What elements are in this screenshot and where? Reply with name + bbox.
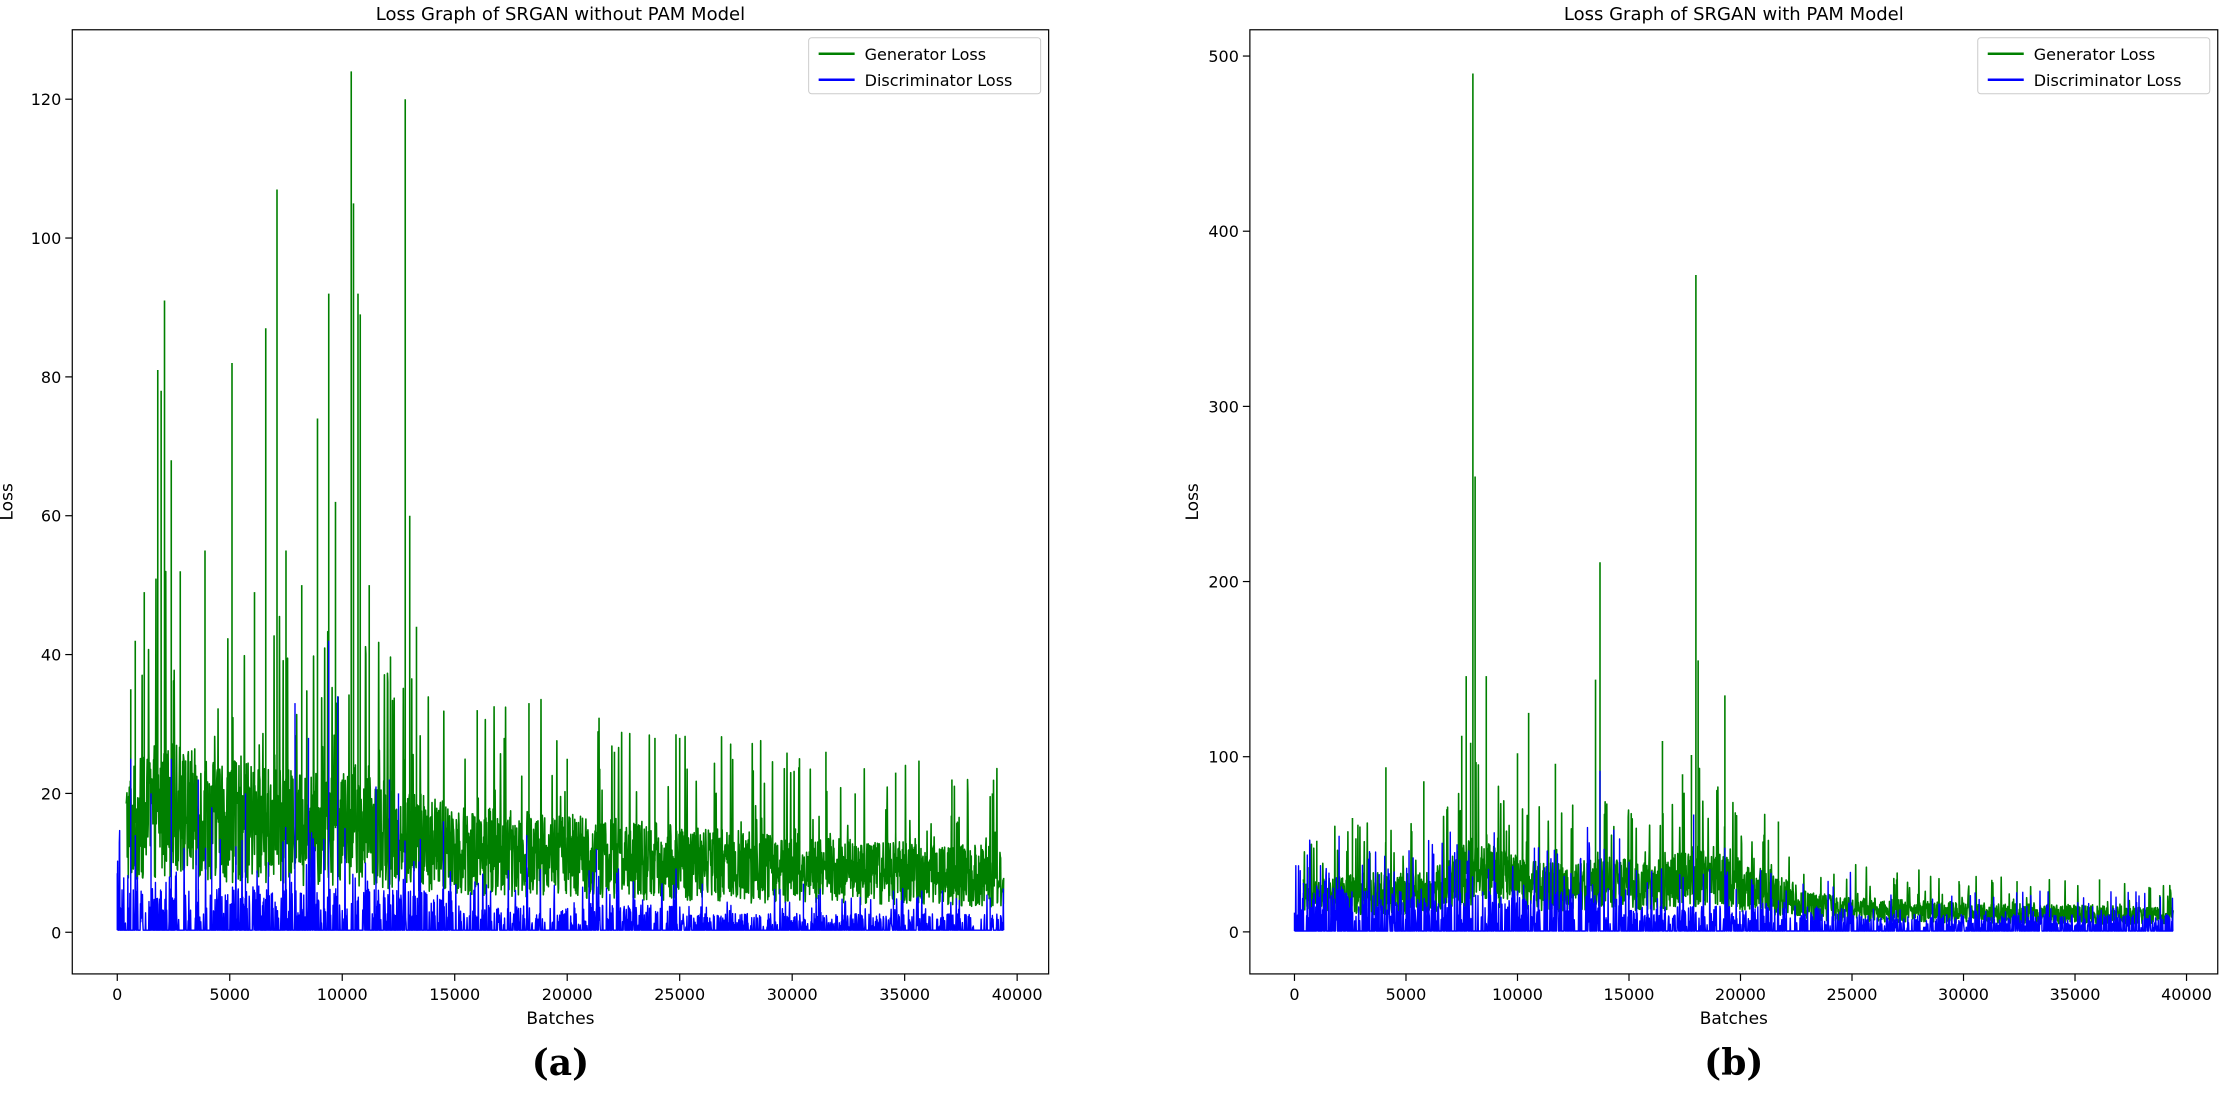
y-tick-label: 200: [1208, 573, 1239, 592]
y-axis-label-a: Loss: [0, 483, 17, 520]
y-tick-label: 100: [1208, 748, 1239, 767]
x-tick-label: 40000: [992, 985, 1043, 1004]
discriminator-loss-line: [116, 640, 1005, 931]
y-axis-label-b: Loss: [1183, 483, 1203, 520]
x-tick-label: 35000: [879, 985, 930, 1004]
panel-label-b: (b): [1704, 1042, 1763, 1084]
x-tick-label: 5000: [1386, 985, 1427, 1004]
legend-box-a: [808, 37, 1042, 95]
x-axis-label-a: Batches: [526, 1009, 594, 1029]
y-axis-a: 0 20 40 60 80 100 120: [31, 90, 73, 942]
chart-title-a: Loss Graph of SRGAN without PAM Model: [376, 4, 745, 25]
x-tick-label: 20000: [542, 985, 593, 1004]
chart-panel-a: Loss Graph of SRGAN without PAM Model 0 5…: [0, 4, 1050, 1084]
legend-entry-discriminator-b: Discriminator Loss: [2034, 71, 2182, 90]
discriminator-loss-line: [1293, 770, 2174, 932]
chart-title-b: Loss Graph of SRGAN with PAM Model: [1564, 4, 1904, 25]
x-tick-label: 0: [112, 985, 122, 1004]
x-tick-label: 25000: [654, 985, 705, 1004]
y-tick-label: 60: [41, 507, 61, 526]
y-tick-label: 20: [41, 784, 61, 803]
panel-label-a: (a): [532, 1042, 589, 1084]
y-tick-label: 40: [41, 646, 61, 665]
generator-loss-line: [125, 71, 1005, 908]
legend-box-b: [1977, 37, 2211, 95]
x-tick-label: 15000: [429, 985, 480, 1004]
legend-entry-generator-a: Generator Loss: [865, 45, 986, 64]
chart-panel-b: Loss Graph of SRGAN with PAM Model 0 5000…: [1183, 4, 2219, 1084]
y-tick-label: 400: [1208, 222, 1239, 241]
x-tick-label: 10000: [317, 985, 368, 1004]
x-axis-label-b: Batches: [1700, 1009, 1768, 1029]
series-layer-a: [116, 71, 1005, 931]
x-tick-label: 40000: [2161, 985, 2212, 1004]
y-tick-label: 0: [1229, 923, 1239, 942]
plot-area-b: [1249, 29, 2219, 975]
y-tick-label: 80: [41, 368, 61, 387]
plot-area-a: [71, 29, 1050, 975]
x-tick-label: 30000: [1938, 985, 1989, 1004]
x-axis-b: 0 5000 10000 15000 20000 25000 30000 35000 40000: [1289, 973, 2212, 1004]
y-tick-label: 100: [31, 229, 62, 248]
x-tick-label: 35000: [2050, 985, 2101, 1004]
x-tick-label: 25000: [1827, 985, 1878, 1004]
legend-b: Generator Loss Discriminator Loss: [1977, 37, 2211, 95]
x-tick-label: 0: [1289, 985, 1299, 1004]
legend-a: Generator Loss Discriminator Loss: [808, 37, 1042, 95]
x-tick-label: 30000: [767, 985, 818, 1004]
y-tick-label: 300: [1208, 397, 1239, 416]
y-tick-label: 0: [51, 923, 61, 942]
x-tick-label: 15000: [1604, 985, 1655, 1004]
y-axis-b: 0 100 200 300 400 500: [1208, 47, 1250, 942]
generator-loss-line: [1302, 73, 2174, 926]
y-tick-label: 500: [1208, 47, 1239, 66]
y-tick-label: 120: [31, 90, 62, 109]
legend-entry-discriminator-a: Discriminator Loss: [865, 71, 1013, 90]
x-axis-a: 0 5000 10000 15000 20000 25000 30000 35000 40000: [112, 973, 1043, 1004]
x-tick-label: 5000: [209, 985, 250, 1004]
x-tick-label: 10000: [1492, 985, 1543, 1004]
series-layer-b: [1293, 73, 2174, 932]
legend-entry-generator-b: Generator Loss: [2034, 45, 2155, 64]
x-tick-label: 20000: [1715, 985, 1766, 1004]
